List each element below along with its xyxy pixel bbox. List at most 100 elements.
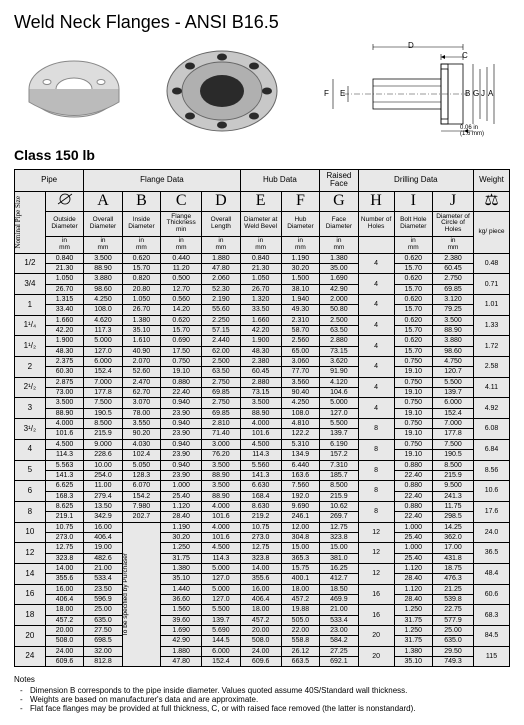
cell: 26.70 (240, 284, 281, 294)
cell: 1.690 (320, 274, 358, 284)
cell: 62.70 (122, 388, 160, 398)
cell: 108.0 (281, 408, 319, 418)
cell: 0.620 (394, 336, 432, 346)
subhdr-0: Outside Diameter (45, 211, 83, 236)
cell: 0.840 (45, 253, 83, 263)
cell: 1.120 (394, 563, 432, 573)
cell: 26.70 (45, 284, 83, 294)
cell: 31.75 (394, 636, 432, 646)
grp-hub: Hub Data (240, 170, 320, 192)
col-d: D (202, 191, 240, 211)
cell: 16.00 (240, 584, 281, 594)
cell: 1.440 (161, 584, 202, 594)
cell: 505.0 (281, 615, 319, 625)
cell: 22.00 (281, 626, 319, 636)
size-6: 6 (15, 481, 46, 502)
col-h: H (358, 191, 394, 211)
cell: 0.620 (394, 315, 432, 325)
cell: 8.625 (45, 501, 83, 511)
cell: 476.3 (433, 574, 474, 584)
nps-label: Nominal Pipe Size (15, 194, 22, 251)
cell: 4.500 (45, 439, 83, 449)
cell: 4.000 (45, 419, 83, 429)
cell: 73.15 (320, 346, 358, 356)
cell: 2.810 (202, 419, 240, 429)
cell: 1.050 (122, 295, 160, 305)
cell: 35.10 (394, 657, 432, 667)
cell: 2.310 (281, 315, 319, 325)
cell: 3.500 (84, 253, 122, 263)
cell: 120.7 (433, 367, 474, 377)
cell: 19.10 (394, 388, 432, 398)
cell: 16 (358, 605, 394, 626)
cell: 1.880 (161, 646, 202, 656)
cell: 26.70 (122, 305, 160, 315)
cell: 21.25 (433, 584, 474, 594)
cell: 60.6 (474, 584, 510, 605)
cell: 26.12 (281, 646, 319, 656)
cell: 5.500 (202, 605, 240, 615)
cell: 15.75 (281, 563, 319, 573)
unit-1: inmm (84, 237, 122, 254)
cell: 177.8 (84, 388, 122, 398)
cell: 4.000 (202, 522, 240, 532)
cell: 406.4 (84, 532, 122, 542)
cell: 11.20 (161, 263, 202, 273)
cell: 127.0 (202, 574, 240, 584)
cell: 0.880 (161, 377, 202, 387)
cell: 12.75 (240, 543, 281, 553)
cell: 117.3 (84, 326, 122, 336)
cell: 22.40 (161, 388, 202, 398)
cell: 35.00 (320, 263, 358, 273)
cell: 12.75 (45, 543, 83, 553)
cell: 1.250 (161, 543, 202, 553)
cell: 15.70 (394, 346, 432, 356)
cell: 19.10 (394, 367, 432, 377)
size-3/4: 3/4 (15, 274, 46, 295)
cell: 101.6 (45, 429, 83, 439)
cell: 1.380 (320, 253, 358, 263)
cell: 4 (358, 377, 394, 398)
col-a: A (84, 191, 122, 211)
cell: 2.440 (202, 336, 240, 346)
cell: 6.440 (281, 460, 319, 470)
size-5: 5 (15, 460, 46, 481)
cell: 50.80 (320, 305, 358, 315)
cell: 5.690 (202, 626, 240, 636)
cell: 219.1 (45, 512, 83, 522)
cell: 154.2 (122, 491, 160, 501)
subhdr-10: Diameter of Circle of Holes (433, 211, 474, 236)
cell: 7.500 (433, 439, 474, 449)
cell: 5.500 (433, 377, 474, 387)
cell: 76.20 (202, 450, 240, 460)
size-1¹/₄: 1¹/₄ (15, 315, 46, 336)
cell: 23.90 (161, 408, 202, 418)
cell: 1.560 (161, 605, 202, 615)
cell: 152.4 (433, 408, 474, 418)
cell: 12.75 (320, 522, 358, 532)
subhdr-9: Bolt Hole Diameter (394, 211, 432, 236)
flange-table: Pipe Flange Data Hub Data Raised Face Dr… (14, 169, 510, 667)
cell: 2.560 (281, 336, 319, 346)
size-12: 12 (15, 543, 46, 564)
cell: 508.0 (240, 636, 281, 646)
cell: 88.90 (45, 408, 83, 418)
cell: 47.80 (202, 263, 240, 273)
cell: 22.40 (394, 491, 432, 501)
cell: 5.000 (84, 336, 122, 346)
cell: 269.7 (320, 512, 358, 522)
cell: 0.620 (394, 295, 432, 305)
cell: 88.90 (433, 326, 474, 336)
cell: 215.9 (433, 470, 474, 480)
size-18: 18 (15, 605, 46, 626)
cell: 63.50 (320, 326, 358, 336)
cell: 2.250 (202, 315, 240, 325)
cell: 22.75 (433, 605, 474, 615)
cell: 1.880 (202, 253, 240, 263)
cell: 19.10 (161, 367, 202, 377)
cell: 102.4 (122, 450, 160, 460)
cell: 28.40 (394, 594, 432, 604)
cell: 4.250 (84, 295, 122, 305)
cell: 355.6 (45, 574, 83, 584)
cell: 101.6 (202, 512, 240, 522)
